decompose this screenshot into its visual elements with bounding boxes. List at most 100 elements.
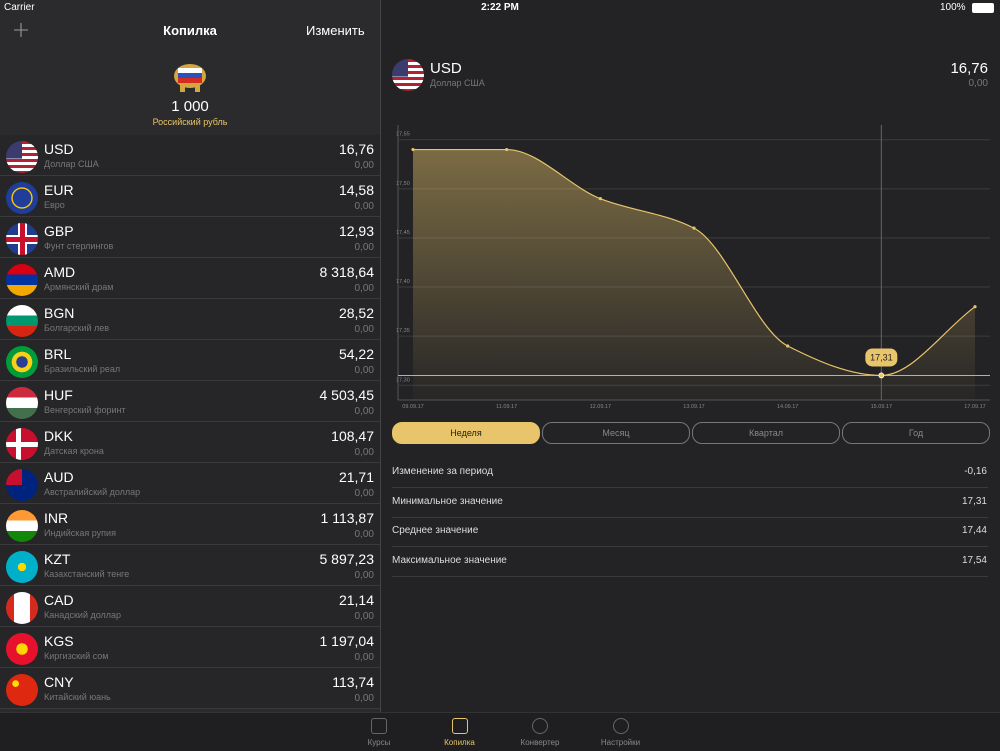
x-tick-label: 09.09.17	[402, 404, 423, 410]
area	[413, 149, 975, 400]
battery-icon	[972, 3, 994, 13]
currency-row[interactable]: EUR Евро 14,58 0,00	[0, 176, 380, 217]
flag	[6, 346, 38, 378]
currency-change: 0,00	[354, 160, 374, 171]
currency-value: 28,52	[338, 305, 374, 321]
point	[505, 147, 509, 152]
y-tick-label: 17,40	[396, 279, 410, 285]
piggy-icon	[174, 64, 206, 92]
chart: 17,30 17,35 17,40 17,45 17,50 17,55 09.09.17 11…	[396, 125, 990, 410]
period-button[interactable]: Месяц	[542, 422, 690, 444]
currency-change: 0,00	[354, 242, 374, 253]
x-tick-label: 13.09.17	[683, 404, 704, 410]
currency-value: 21,71	[338, 469, 374, 485]
currency-row[interactable]: USD Доллар США 16,76 0,00	[0, 135, 380, 176]
stat-value: -0,16	[964, 466, 987, 477]
currency-code: INR	[44, 510, 69, 526]
currency-row[interactable]: GBP Фунт стерлингов 12,93 0,00	[0, 217, 380, 258]
point	[786, 344, 790, 348]
currency-row[interactable]: KGS Киргизский сом 1 197,04 0,00	[0, 627, 380, 668]
edit-button[interactable]: Изменить	[306, 23, 365, 38]
currency-row[interactable]: DKK Датская крона 108,47 0,00	[0, 422, 380, 463]
x-tick-label: 12.09.17	[590, 404, 611, 410]
x-tick-label: 14.09.17	[777, 404, 798, 410]
currency-code: DKK	[44, 428, 73, 444]
base-amount: 1 000	[171, 98, 209, 115]
y-tick-label: 17,45	[396, 230, 410, 236]
period-button[interactable]: Квартал	[692, 422, 840, 444]
currency-change: 0,00	[354, 406, 374, 417]
currency-change: 0,00	[354, 324, 374, 335]
tab-label[interactable]: Конвертер	[520, 738, 560, 747]
currency-row[interactable]: AUD Австралийский доллар 21,71 0,00	[0, 463, 380, 504]
stat-label: Минимальное значение	[392, 495, 503, 507]
add-button[interactable]	[13, 22, 29, 38]
currency-name: Китайский юань	[44, 692, 111, 702]
currency-value: 21,14	[338, 592, 374, 608]
tooltip-label: 17,31	[870, 352, 893, 362]
stat-value: 17,54	[961, 554, 987, 566]
flag	[6, 223, 38, 255]
flag	[6, 182, 38, 214]
currency-change: 0,00	[354, 283, 374, 294]
flag	[6, 633, 38, 665]
tab-label[interactable]: Курсы	[367, 738, 391, 747]
carrier: Carrier	[4, 2, 35, 13]
currency-row[interactable]: BRL Бразильский реал 54,22 0,00	[0, 340, 380, 381]
currency-value: 1 113,87	[320, 510, 374, 526]
currency-change: 0,00	[354, 529, 374, 540]
stat-row	[392, 547, 988, 577]
divider	[380, 0, 381, 712]
currency-row[interactable]: AMD Армянский драм 8 318,64 0,00	[0, 258, 380, 299]
point	[411, 147, 415, 152]
currency-change: 0,00	[354, 611, 374, 622]
currency-name: Казахстанский тенге	[44, 569, 130, 579]
stat-row	[392, 488, 988, 518]
tab-icon[interactable]	[371, 718, 387, 734]
currency-value: 108,47	[331, 428, 374, 444]
currency-change: 0,00	[354, 693, 374, 704]
currency-code: EUR	[44, 182, 74, 198]
point	[973, 305, 977, 309]
period-button[interactable]: Неделя	[392, 422, 540, 444]
y-tick-label: 17,35	[396, 328, 410, 334]
currency-row[interactable]: CNY Китайский юань 113,74 0,00	[0, 668, 380, 709]
currency-row[interactable]: INR Индийская рупия 1 113,87 0,00	[0, 504, 380, 545]
currency-name: Армянский драм	[44, 282, 114, 292]
currency-code: HUF	[44, 387, 73, 403]
tab-icon[interactable]	[612, 718, 629, 734]
x-tick-label: 11.09.17	[496, 404, 517, 410]
flag	[6, 428, 38, 460]
currency-code: BRL	[44, 346, 72, 362]
currency-code: CNY	[44, 674, 74, 690]
currency-name: Доллар США	[44, 159, 99, 169]
period-button[interactable]: Год	[842, 422, 990, 444]
currency-row[interactable]: KZT Казахстанский тенге 5 897,23 0,00	[0, 545, 380, 586]
nav-title: Копилка	[163, 23, 217, 38]
x-tick-label: 15.09.17	[871, 404, 892, 410]
currency-row[interactable]: BGN Болгарский лев 28,52 0,00	[0, 299, 380, 340]
detail-code: USD	[430, 60, 462, 77]
tab-icon[interactable]	[532, 718, 548, 734]
tab-label[interactable]: Копилка	[444, 738, 475, 747]
currency-row[interactable]: CAD Канадский доллар 21,14 0,00	[0, 586, 380, 627]
currency-code: USD	[44, 141, 74, 157]
currency-change: 0,00	[354, 201, 374, 212]
tab-icon[interactable]	[451, 718, 468, 734]
y-tick-label: 17,55	[396, 132, 410, 138]
y-tick-label: 17,50	[396, 181, 410, 187]
currency-value: 16,76	[338, 141, 374, 157]
currency-change: 0,00	[354, 447, 374, 458]
currency-row[interactable]: HUF Венгерский форинт 4 503,45 0,00	[0, 381, 380, 422]
stat-row	[392, 517, 988, 547]
currency-value: 14,58	[338, 182, 374, 198]
battery: 100%	[940, 2, 966, 13]
flag	[6, 141, 38, 173]
currency-value: 54,22	[338, 346, 374, 362]
tab-bar	[0, 712, 1000, 751]
currency-change: 0,00	[354, 652, 374, 663]
stat-value: 17,44	[961, 525, 987, 536]
currency-name: Киргизский сом	[44, 651, 109, 661]
flag	[6, 469, 38, 501]
tab-label[interactable]: Настройки	[600, 738, 641, 747]
